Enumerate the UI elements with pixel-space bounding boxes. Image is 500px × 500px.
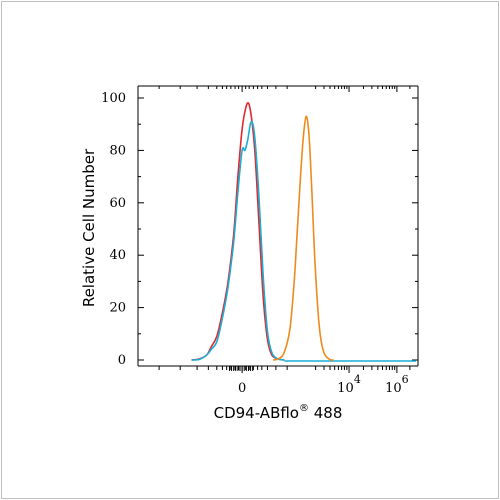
y-tick-label: 0 [118, 353, 126, 368]
plot-area: 0 20 40 60 80 100 0 104 106 [101, 85, 419, 396]
x-axis-label-suffix: 488 [309, 404, 342, 422]
y-tick-label: 40 [109, 248, 126, 263]
x-tick-labels: 0 104 106 [238, 373, 409, 396]
x-axis-label: CD94-ABflo® 488 [214, 403, 343, 422]
y-tick-labels: 0 20 40 60 80 100 [101, 91, 126, 368]
x-axis-label-main: CD94-ABflo [214, 404, 299, 422]
series-line-2 [191, 120, 285, 361]
y-tick-label: 60 [109, 196, 126, 211]
series-line-3 [272, 115, 334, 361]
x-axis-label-sup: ® [299, 403, 309, 414]
y-axis-label: Relative Cell Number [80, 148, 98, 307]
x-tick-label: 104 [337, 373, 361, 396]
x-tick-label: 0 [238, 381, 246, 396]
y-tick-label: 100 [101, 91, 126, 106]
x-tick-label: 106 [385, 373, 409, 396]
series-line-1 [191, 102, 285, 361]
y-tick-label: 20 [109, 301, 126, 316]
tick-marks [138, 86, 418, 373]
series-layer [191, 102, 416, 362]
y-tick-label: 80 [109, 143, 126, 158]
